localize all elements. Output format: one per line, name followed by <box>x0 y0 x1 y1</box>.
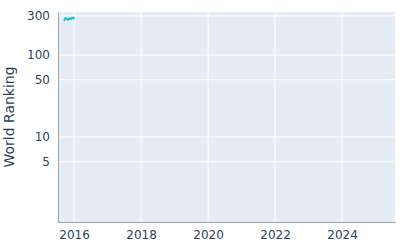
x-tick: 2020 <box>193 222 224 242</box>
x-tick-label: 2022 <box>260 228 291 242</box>
y-grid-line <box>58 161 395 162</box>
y-tick: 100 <box>27 48 58 62</box>
y-tick: 300 <box>27 9 58 23</box>
y-tick-label: 300 <box>27 9 50 23</box>
y-axis-title: World Ranking <box>1 66 17 167</box>
y-grid-line <box>58 137 395 138</box>
x-tick: 2024 <box>327 222 358 242</box>
marks <box>64 17 74 21</box>
y-grid-line <box>58 79 395 80</box>
x-tick: 2018 <box>126 222 157 242</box>
y-grid-line <box>58 15 395 16</box>
x-tick: 2016 <box>59 222 90 242</box>
series-line <box>64 17 74 21</box>
x-grid-line <box>141 12 142 222</box>
x-tick: 2022 <box>260 222 291 242</box>
x-tick-label: 2018 <box>126 228 157 242</box>
y-tick: 50 <box>35 73 58 87</box>
y-axis: 5 10 50 100 300 <box>27 9 58 222</box>
y-tick: 10 <box>35 130 58 144</box>
y-grid-line <box>58 55 395 56</box>
x-tick-label: 2024 <box>327 228 358 242</box>
x-grid-line <box>74 12 75 222</box>
x-axis: 2016 2018 2020 2022 2024 <box>59 222 396 242</box>
x-tick-label: 2016 <box>59 228 90 242</box>
x-tick-label: 2020 <box>193 228 224 242</box>
plot-background <box>58 12 395 222</box>
x-grid-line <box>208 12 209 222</box>
y-tick-label: 5 <box>42 155 50 169</box>
x-grid-line <box>275 12 276 222</box>
x-grid-line <box>342 12 343 222</box>
grid <box>58 12 395 222</box>
x-axis-line <box>59 222 396 223</box>
y-axis-line <box>58 13 59 223</box>
chart: 2016 2018 2020 2022 2024 5 10 50 100 300 World Ran… <box>0 0 400 250</box>
plot: 2016 2018 2020 2022 2024 5 10 50 100 300 <box>27 9 395 241</box>
y-tick-label: 100 <box>27 48 50 62</box>
y-tick-label: 50 <box>35 73 50 87</box>
y-tick-label: 10 <box>35 130 50 144</box>
y-tick: 5 <box>42 155 58 169</box>
